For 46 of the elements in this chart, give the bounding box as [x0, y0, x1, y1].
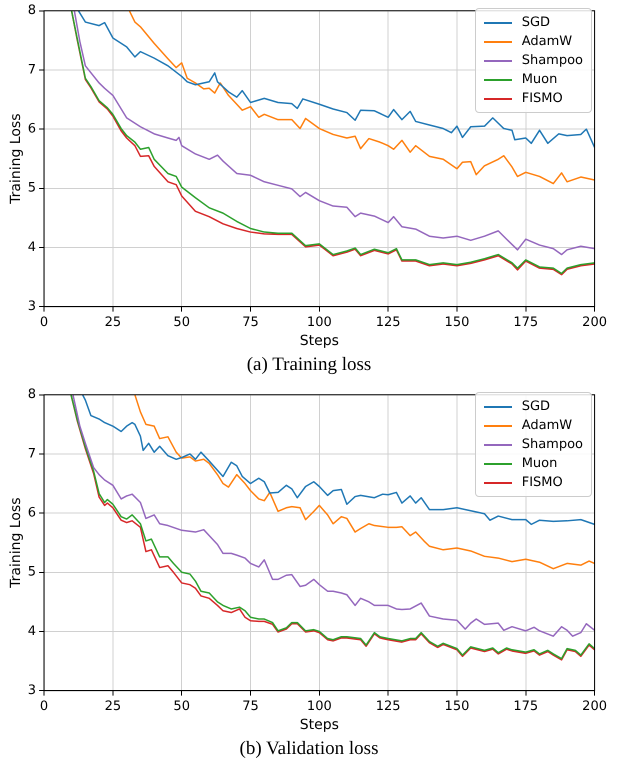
- text: (b) Validation loss: [238, 738, 380, 760]
- y-axis-title: Training Loss: [8, 113, 24, 205]
- x-tick-label: 200: [582, 698, 608, 714]
- y-tick-label: 3: [28, 682, 36, 698]
- legend-label: AdamW: [522, 418, 572, 433]
- x-tick-label: 50: [173, 314, 190, 330]
- x-tick-label: 0: [40, 698, 48, 714]
- x-tick-label: 175: [513, 698, 538, 714]
- legend-label: FISMO: [522, 475, 563, 490]
- x-tick-label: 100: [306, 314, 332, 330]
- y-axis-title: Training Loss: [8, 497, 24, 589]
- legend-label: SGD: [522, 399, 550, 414]
- x-tick-label: 150: [444, 314, 470, 330]
- y-tick-label: 3: [28, 298, 36, 314]
- x-tick-label: 150: [444, 698, 470, 714]
- legend-label: SGD: [522, 15, 550, 30]
- y-tick-label: 5: [28, 564, 36, 580]
- y-tick-label: 5: [28, 180, 36, 196]
- y-tick-label: 6: [28, 121, 36, 136]
- legend-label: Muon: [522, 456, 558, 471]
- x-tick-label: 25: [104, 314, 122, 330]
- legend-label: Muon: [522, 72, 558, 87]
- legend-label: Shampoo: [522, 437, 583, 452]
- legend-label: Shampoo: [522, 53, 583, 68]
- x-axis-title: Steps: [300, 333, 339, 350]
- x-tick-label: 25: [104, 698, 122, 714]
- legend-label: AdamW: [522, 34, 572, 49]
- x-tick-label: 200: [582, 314, 608, 330]
- x-tick-label: 75: [242, 698, 259, 714]
- y-tick-label: 7: [28, 446, 36, 462]
- x-tick-label: 0: [40, 314, 48, 330]
- x-tick-label: 175: [513, 314, 538, 330]
- y-tick-label: 4: [28, 240, 36, 255]
- text: (a) Training loss: [246, 354, 372, 376]
- x-tick-label: 50: [173, 698, 190, 714]
- x-axis-title: Steps: [300, 717, 339, 734]
- y-tick-label: 8: [28, 3, 36, 18]
- y-tick-label: 4: [28, 624, 36, 639]
- x-tick-label: 125: [376, 698, 401, 714]
- y-tick-label: 6: [28, 505, 36, 520]
- y-tick-label: 7: [28, 62, 36, 78]
- x-tick-label: 100: [306, 698, 332, 714]
- x-tick-label: 75: [242, 314, 259, 330]
- legend-label: FISMO: [522, 91, 563, 106]
- x-tick-label: 125: [376, 314, 401, 330]
- y-tick-label: 8: [28, 387, 36, 402]
